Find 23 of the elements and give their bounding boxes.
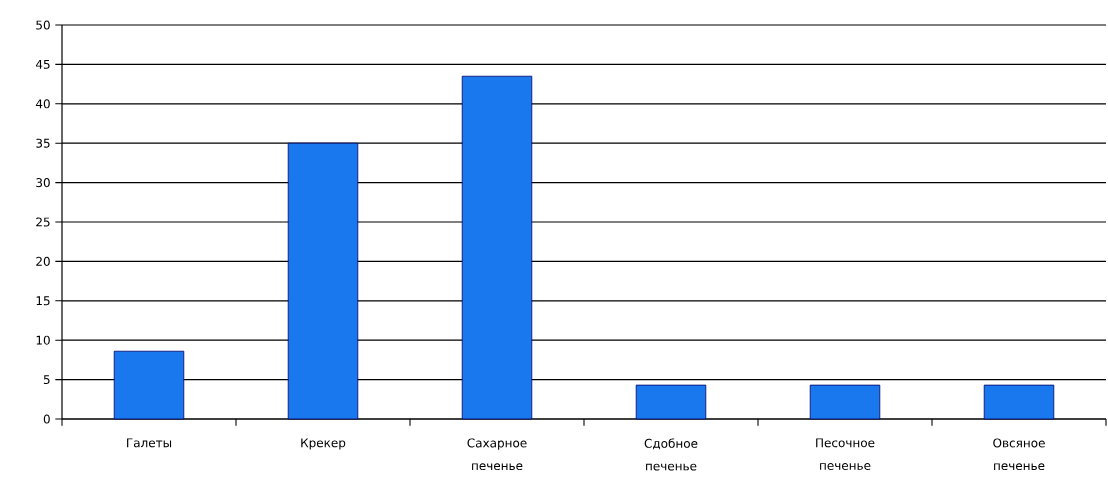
- bar: [635, 384, 707, 420]
- y-tick-label: 50: [36, 20, 50, 30]
- bar: [809, 384, 881, 420]
- bar: [983, 384, 1055, 420]
- x-tick-label: Сахарное печенье: [467, 438, 527, 471]
- y-tick-label: 45: [35, 59, 50, 69]
- category-label: Песочное печенье: [816, 438, 875, 470]
- bar: [287, 142, 359, 420]
- x-tick-label: Галеты: [127, 438, 172, 448]
- y-tick-label: 35: [36, 138, 50, 148]
- x-tick-label: Сдобное печенье: [644, 438, 698, 471]
- y-tick-label: 10: [36, 335, 50, 345]
- x-tick-label: Крекер: [301, 438, 346, 450]
- y-tick-label: 15: [36, 296, 50, 306]
- y-tick-label: 30: [36, 178, 50, 188]
- y-tick-label: 40: [35, 99, 50, 109]
- bar: [113, 350, 185, 420]
- y-tick-label: 5: [43, 375, 50, 385]
- y-tick-label: 20: [36, 256, 50, 266]
- y-tick-label: 0: [43, 414, 50, 424]
- y-tick-label: 25: [36, 217, 50, 227]
- bar: [461, 75, 533, 420]
- category-label: Овсяное печенье: [993, 438, 1045, 471]
